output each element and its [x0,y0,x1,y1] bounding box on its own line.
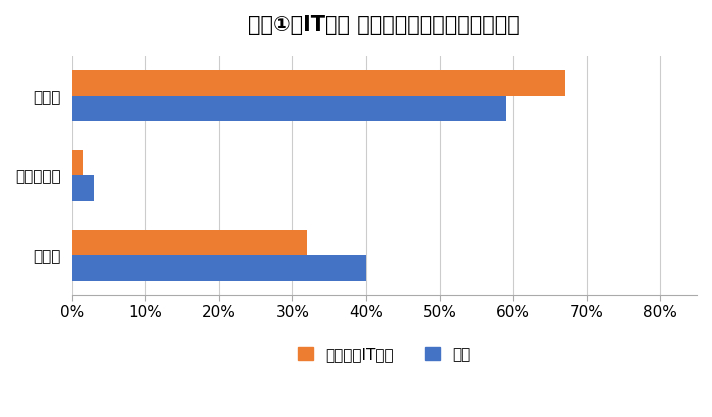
Title: 【図①】IT職種 転職者の転職前後の年収変化: 【図①】IT職種 転職者の転職前後の年収変化 [248,15,520,35]
Bar [72,70,565,96]
Legend: 転職後：IT職種, 全体: 転職後：IT職種, 全体 [292,341,477,368]
Bar [72,150,83,176]
Bar [72,96,506,121]
Bar [72,255,366,281]
Bar [72,176,94,201]
Bar [72,230,307,255]
